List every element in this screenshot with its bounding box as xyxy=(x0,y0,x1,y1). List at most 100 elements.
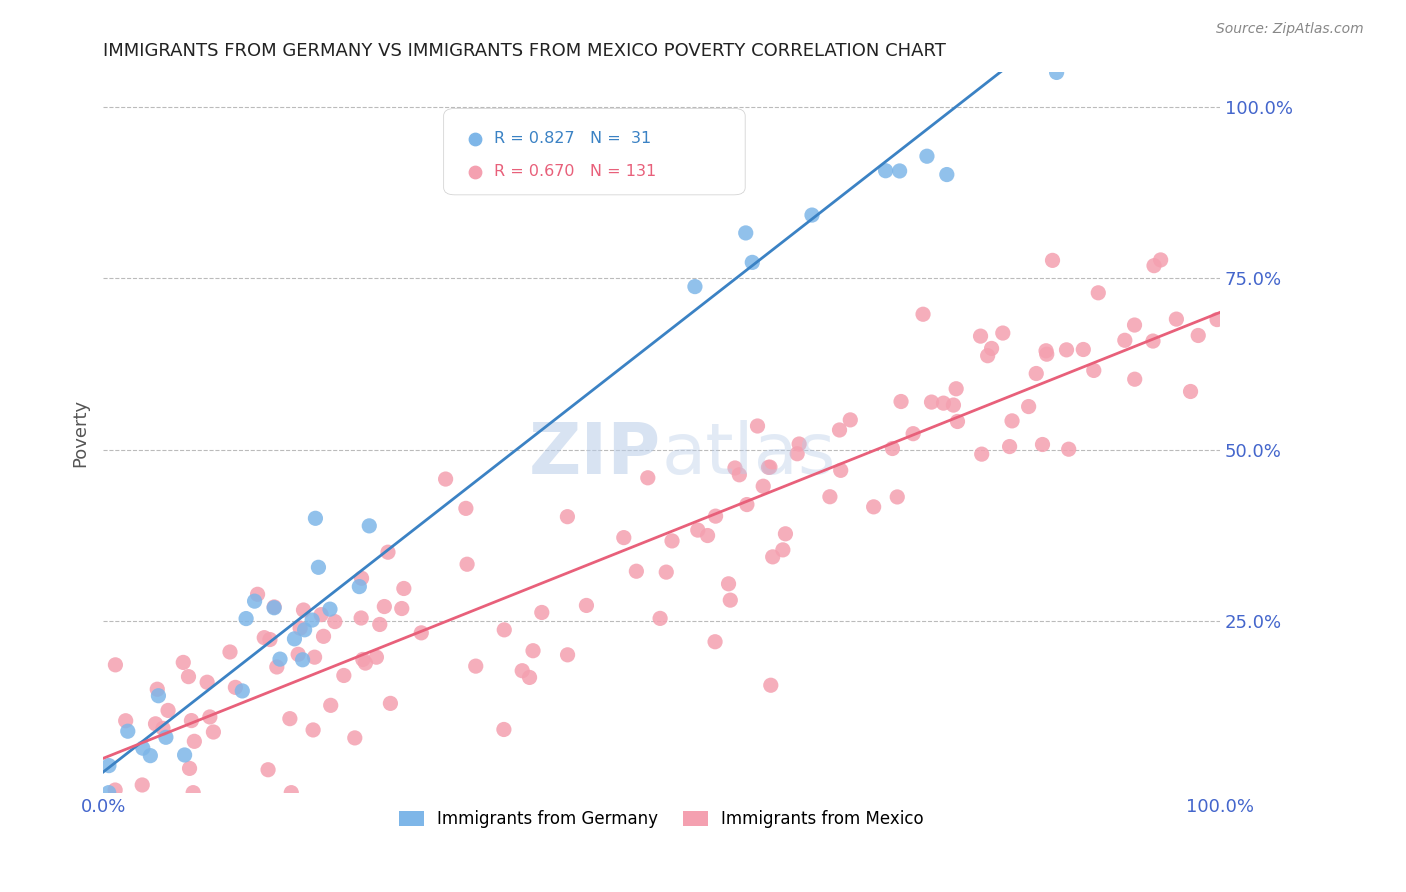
Point xyxy=(257,763,280,777)
Point xyxy=(464,194,486,209)
Point xyxy=(557,509,579,524)
Point xyxy=(1083,363,1105,377)
Point xyxy=(747,419,769,434)
Point xyxy=(294,623,316,637)
Point xyxy=(350,611,373,625)
Point xyxy=(969,329,991,343)
Point xyxy=(354,656,377,670)
Point xyxy=(912,307,935,321)
Point xyxy=(266,660,288,674)
Y-axis label: Poverty: Poverty xyxy=(72,399,89,467)
Point xyxy=(319,602,342,616)
Point xyxy=(637,471,659,485)
Point xyxy=(875,163,897,178)
Point xyxy=(280,786,302,800)
Point xyxy=(494,623,516,637)
Point xyxy=(741,255,763,269)
Point xyxy=(145,716,167,731)
Point xyxy=(312,629,335,643)
Point xyxy=(253,631,276,645)
Point xyxy=(464,162,486,177)
Point xyxy=(181,786,204,800)
Point xyxy=(946,415,969,429)
Point xyxy=(104,783,127,797)
Point xyxy=(728,467,751,482)
Point xyxy=(828,423,851,437)
Point xyxy=(97,758,120,772)
Point xyxy=(704,634,727,648)
Point xyxy=(359,519,381,533)
Point xyxy=(683,279,706,293)
Point xyxy=(717,577,740,591)
Point xyxy=(368,617,391,632)
Point xyxy=(269,652,291,666)
Point xyxy=(349,580,371,594)
Point xyxy=(291,653,314,667)
Point xyxy=(117,724,139,739)
Point xyxy=(391,601,413,615)
Point xyxy=(288,621,311,635)
Point xyxy=(830,463,852,477)
Point xyxy=(519,670,541,684)
Point xyxy=(323,615,346,629)
Point xyxy=(319,698,342,713)
Point xyxy=(557,648,579,662)
Point xyxy=(411,625,433,640)
Point xyxy=(801,208,824,222)
FancyBboxPatch shape xyxy=(444,109,745,194)
Point xyxy=(139,748,162,763)
Point xyxy=(373,599,395,614)
Text: IMMIGRANTS FROM GERMANY VS IMMIGRANTS FROM MEXICO POVERTY CORRELATION CHART: IMMIGRANTS FROM GERMANY VS IMMIGRANTS FR… xyxy=(103,42,946,60)
Point xyxy=(970,447,993,461)
Point xyxy=(392,582,415,596)
Point xyxy=(1206,312,1229,326)
Point xyxy=(198,710,221,724)
Text: atlas: atlas xyxy=(661,419,835,489)
Point xyxy=(1042,253,1064,268)
Point xyxy=(177,670,200,684)
Point xyxy=(1018,400,1040,414)
Point xyxy=(786,447,808,461)
Point xyxy=(787,437,810,451)
Point xyxy=(1114,333,1136,347)
Point xyxy=(921,395,943,409)
Point xyxy=(759,460,782,475)
Point xyxy=(661,533,683,548)
Point xyxy=(157,703,180,717)
Point xyxy=(648,611,671,625)
Point xyxy=(1087,285,1109,300)
Point xyxy=(195,675,218,690)
Point xyxy=(686,523,709,537)
Point xyxy=(155,731,177,745)
Point xyxy=(882,442,904,456)
Point xyxy=(1149,252,1171,267)
Point xyxy=(307,560,329,574)
Point xyxy=(1143,259,1166,273)
Point xyxy=(304,650,326,665)
Point xyxy=(718,593,741,607)
Point xyxy=(454,501,477,516)
Point xyxy=(148,689,170,703)
Point xyxy=(278,712,301,726)
Point xyxy=(97,786,120,800)
Point xyxy=(1123,372,1146,386)
Point xyxy=(889,164,911,178)
Point xyxy=(179,761,201,775)
Point xyxy=(839,413,862,427)
Point xyxy=(1142,334,1164,348)
Point xyxy=(464,659,486,673)
Point xyxy=(901,426,924,441)
Point xyxy=(352,652,374,666)
Point xyxy=(259,632,281,647)
Point xyxy=(1180,384,1202,399)
Point xyxy=(301,613,323,627)
Text: R = 0.827   N =  31: R = 0.827 N = 31 xyxy=(494,131,651,146)
Point xyxy=(998,440,1021,454)
Point xyxy=(283,632,305,646)
Point xyxy=(613,531,636,545)
Point xyxy=(530,606,553,620)
Point xyxy=(1025,367,1047,381)
Point xyxy=(304,511,326,525)
Point xyxy=(991,326,1014,340)
Point xyxy=(945,382,967,396)
